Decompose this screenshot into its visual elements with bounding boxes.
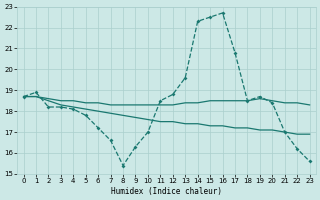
X-axis label: Humidex (Indice chaleur): Humidex (Indice chaleur) (111, 187, 222, 196)
